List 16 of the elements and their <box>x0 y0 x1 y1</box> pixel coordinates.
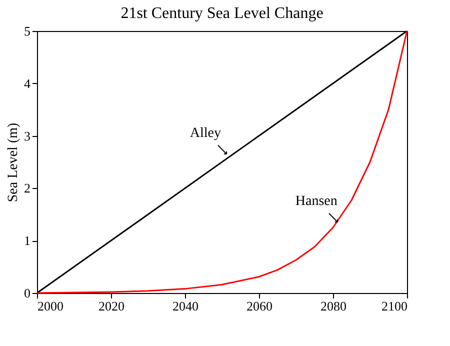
y-tick-label: 0 <box>24 286 30 300</box>
x-tick-label: 2080 <box>320 298 346 314</box>
y-axis-title: Sea Level (m) <box>6 122 21 202</box>
y-tick-label: 3 <box>24 128 30 144</box>
x-tick-label: 2000 <box>38 298 64 314</box>
y-tick-label: 4 <box>24 76 31 91</box>
x-tick-label: 2100 <box>382 298 408 314</box>
annotation: Alley <box>190 126 221 141</box>
y-tick-label: 2 <box>24 180 30 196</box>
x-tick-label: 2040 <box>172 298 198 314</box>
x-tick-label: 2060 <box>246 298 272 314</box>
x-tick-label: 2020 <box>98 298 124 314</box>
annotation: Hansen <box>295 194 338 209</box>
chart-title: 21st Century Sea Level Change <box>120 5 324 22</box>
y-tick-label: 1 <box>24 233 30 248</box>
y-tick-label: 5 <box>24 24 30 38</box>
